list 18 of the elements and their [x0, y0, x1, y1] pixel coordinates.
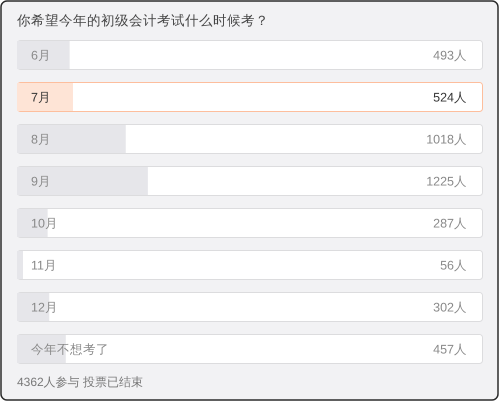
data-label: 1225人 [426, 174, 467, 188]
chart-title: 你希望今年的初级会计考试什么时候考？ [16, 13, 269, 28]
text: 4362人参与 投票已结束 [17, 375, 144, 389]
data-label: 524人 [433, 90, 467, 104]
data-label: 493人 [433, 48, 467, 62]
y-tick-label: 12月 [31, 300, 58, 314]
data-label: 287人 [433, 216, 467, 230]
y-tick-label: 9月 [31, 174, 51, 188]
y-tick-label: 8月 [31, 132, 51, 146]
data-label: 457人 [433, 342, 467, 356]
data-label: 56人 [440, 258, 467, 272]
y-tick-label: 10月 [31, 216, 58, 230]
data-label: 302人 [433, 300, 467, 314]
y-tick-label: 11月 [31, 258, 57, 272]
data-label: 1018人 [426, 132, 467, 146]
y-tick-label: 今年不想考了 [31, 342, 109, 356]
y-tick-label: 7月 [31, 90, 51, 104]
y-tick-label: 6月 [31, 48, 51, 62]
